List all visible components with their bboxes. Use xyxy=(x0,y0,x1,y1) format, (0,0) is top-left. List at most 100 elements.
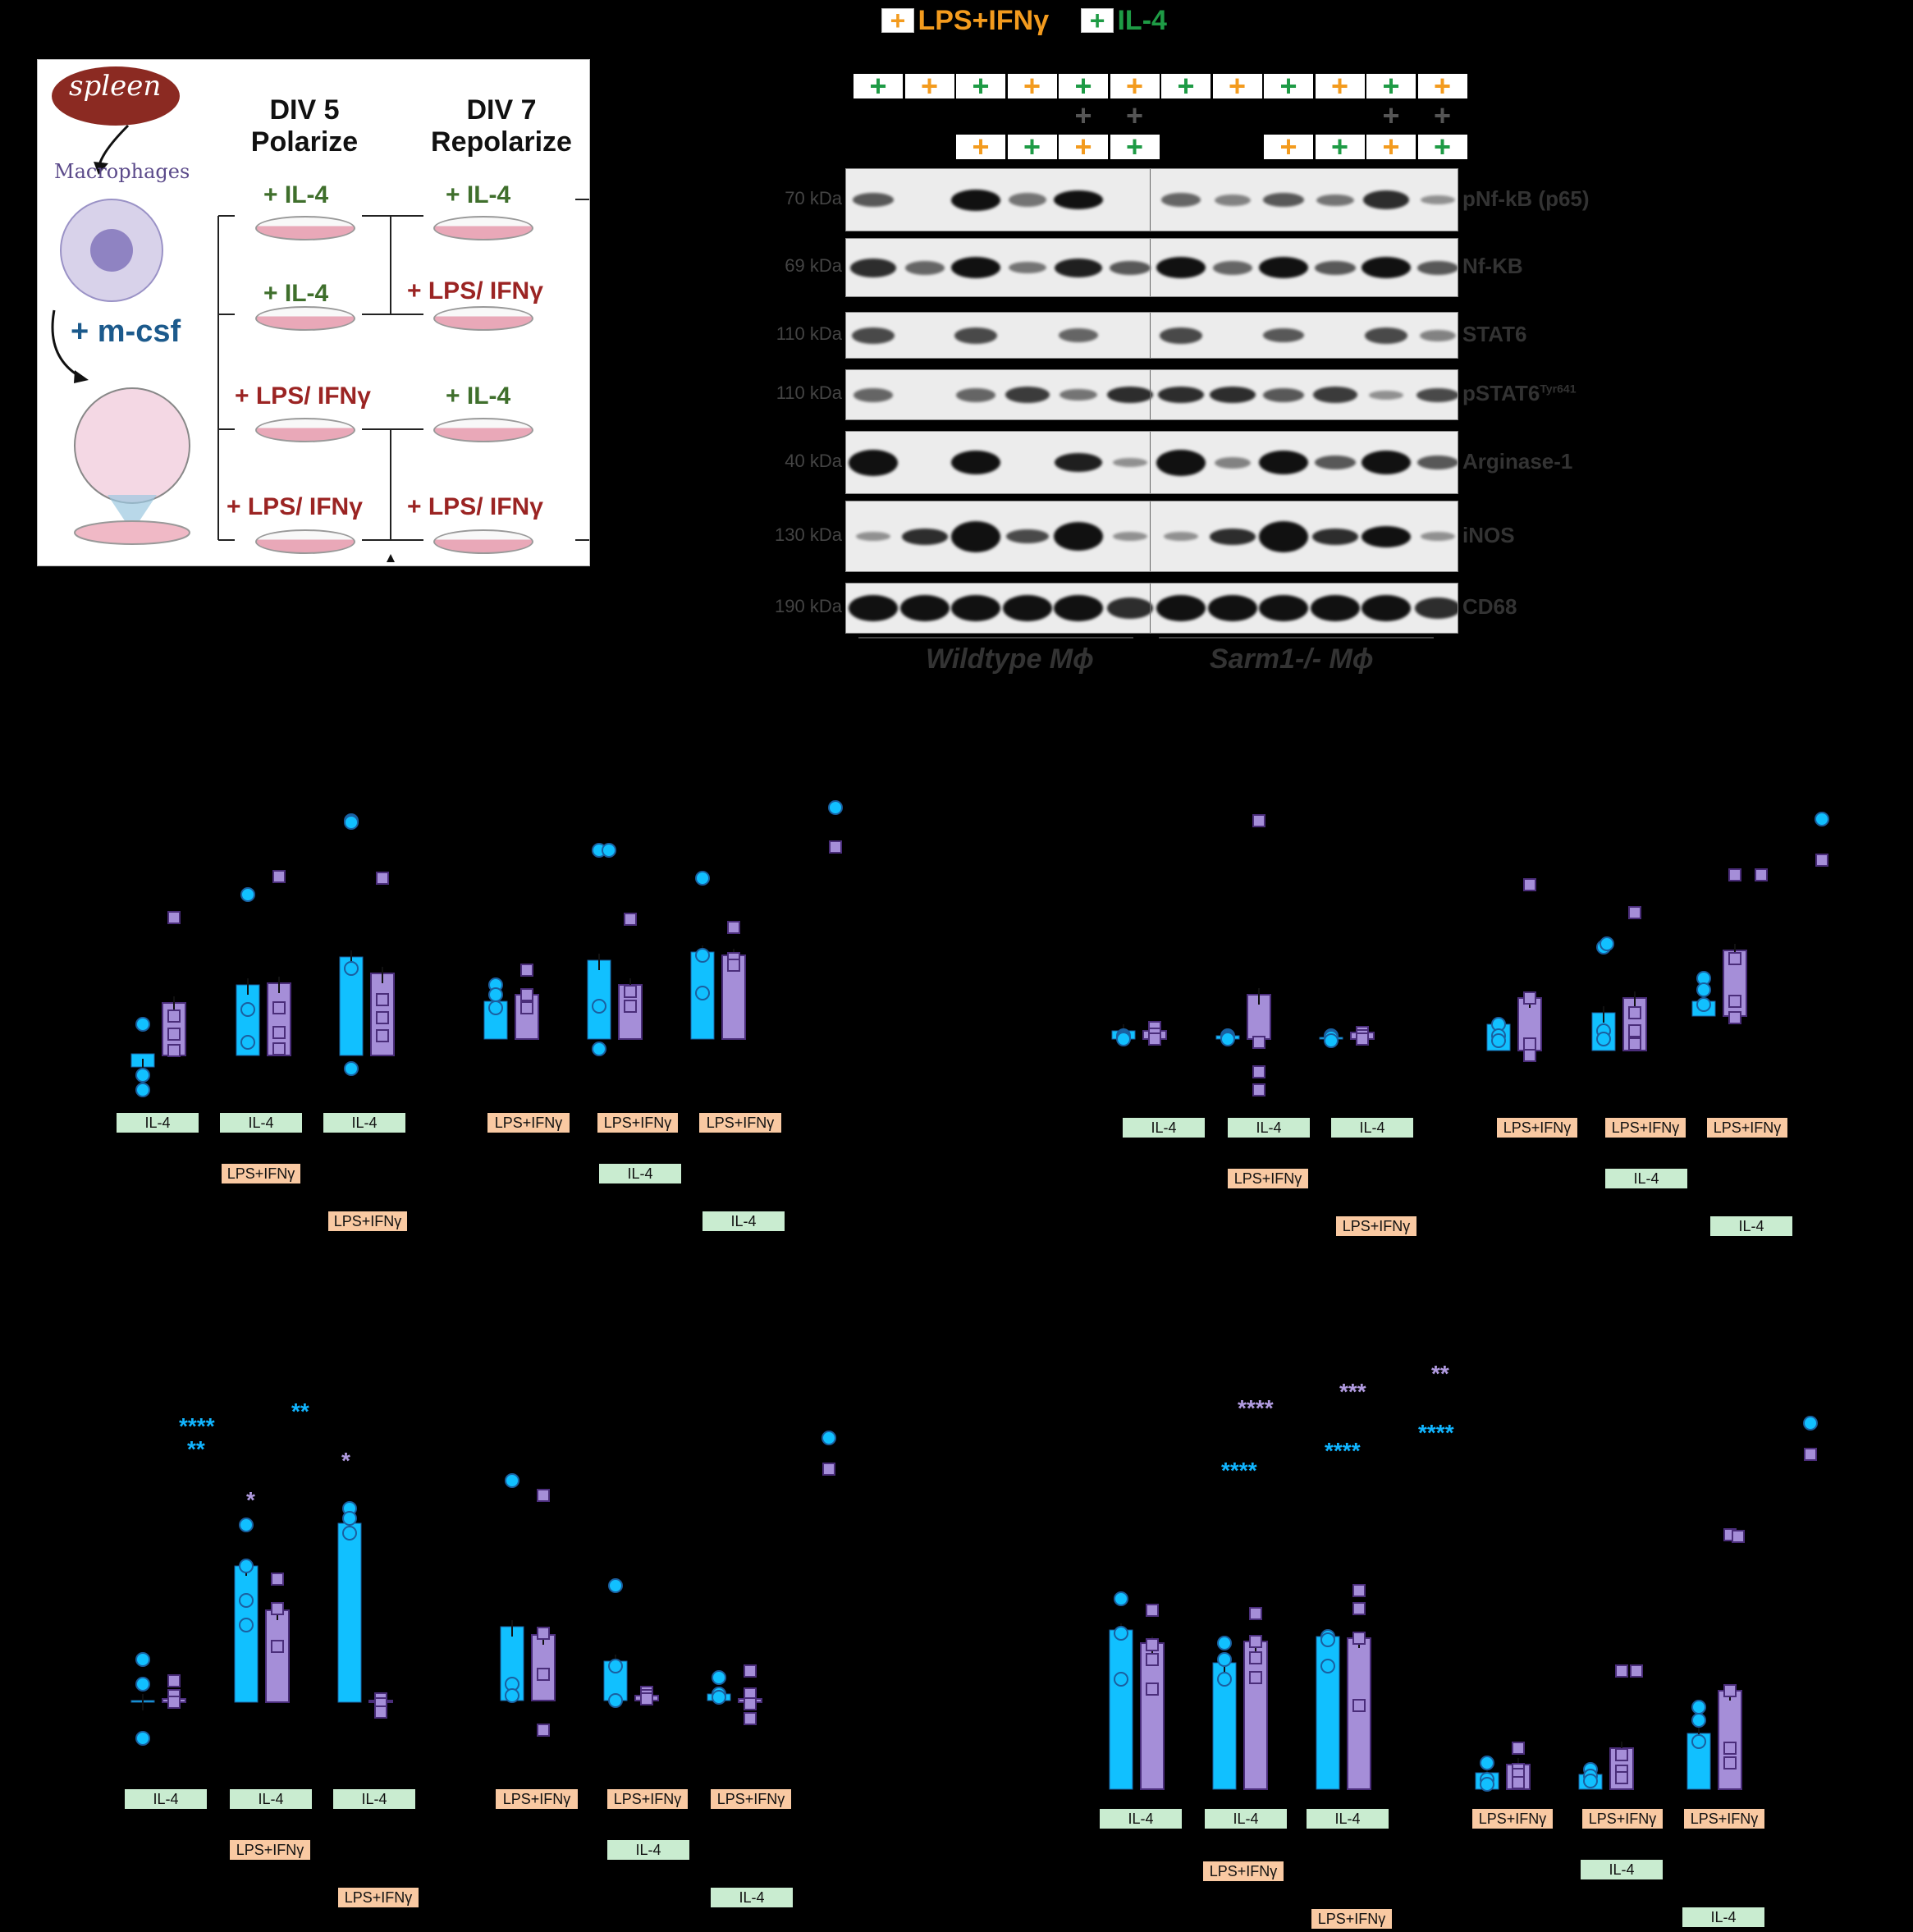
sarm1-point xyxy=(520,988,533,1001)
sarm1-bar xyxy=(265,1609,290,1703)
div7-heading: DIV 7 Repolarize xyxy=(431,94,572,158)
sarm1-point xyxy=(1249,1635,1262,1648)
wildtype-point xyxy=(1491,1033,1506,1048)
sarm1-point xyxy=(1628,1006,1641,1019)
il4-legend-label: IL-4 xyxy=(1117,5,1167,36)
sarm1-point xyxy=(1523,1049,1536,1062)
blot-band xyxy=(1106,597,1153,619)
treatment-plus-row1: + xyxy=(956,71,1005,101)
sarm1-point xyxy=(271,1640,284,1653)
blot-band xyxy=(1314,456,1356,469)
blot-band xyxy=(849,595,899,621)
kda-label: 190 kDa xyxy=(775,596,842,616)
wildtype-point xyxy=(240,887,255,902)
sarm1-point xyxy=(1630,1664,1643,1678)
dish xyxy=(255,306,355,331)
sarm1-point xyxy=(1728,995,1741,1008)
wildtype-point xyxy=(1596,1032,1611,1046)
sarm1-point xyxy=(1252,814,1265,827)
sarm1-point xyxy=(1512,1742,1525,1755)
sarm1-point xyxy=(374,1705,387,1719)
blot-band xyxy=(1362,257,1412,278)
blot-band xyxy=(1314,260,1356,275)
treatment-plus-row1: + xyxy=(1366,71,1416,101)
sarm1-point xyxy=(167,1009,181,1023)
wildtype-point xyxy=(592,999,606,1014)
wildtype-point xyxy=(1324,1033,1339,1048)
polarize-cond-2: + IL-4 xyxy=(263,280,329,307)
sig-stars: ** xyxy=(291,1399,309,1424)
treatment-grid: + + + + + + + + + + + + + + + + + + + + + + + + xyxy=(854,71,1467,164)
blot-band xyxy=(1362,451,1412,474)
protein-label: pSTAT6Tyr641 xyxy=(1462,381,1577,405)
blot-band xyxy=(1369,390,1404,400)
blot-strip xyxy=(845,431,1458,494)
sarm1-point xyxy=(1146,1682,1159,1696)
blot-band xyxy=(1419,329,1456,341)
dish xyxy=(255,216,355,240)
blot-band xyxy=(1002,595,1052,621)
workflow-panel: spleen Macrophages + m-csf DIV 5 Polariz… xyxy=(37,59,590,566)
sarm1-point xyxy=(1728,1011,1741,1024)
kda-label: 130 kDa xyxy=(775,524,842,545)
sarm1-bar xyxy=(1243,1641,1268,1790)
sarm1-bar xyxy=(1718,1690,1742,1790)
wildtype-point xyxy=(1583,1774,1598,1788)
wildtype-point xyxy=(1815,812,1829,826)
sarm1-point xyxy=(624,913,637,926)
sarm1-point xyxy=(1249,1671,1262,1684)
wildtype-point xyxy=(712,1670,726,1685)
sarm1-point xyxy=(167,1674,181,1687)
wildtype-point xyxy=(488,987,503,1002)
polarize-cond-4: + LPS/ IFNγ xyxy=(227,493,363,520)
sarm1-point xyxy=(1755,868,1768,881)
workflow-diagram xyxy=(51,66,589,562)
blot-strip xyxy=(845,312,1458,359)
kda-label: 70 kDa xyxy=(785,187,842,208)
sarm1-point xyxy=(1249,1607,1262,1620)
protein-label: STAT6 xyxy=(1462,321,1527,346)
sig-stars: * xyxy=(246,1487,255,1513)
blot-band xyxy=(901,528,948,545)
sarm1-point xyxy=(822,1463,835,1476)
wildtype-point xyxy=(1114,1626,1128,1641)
sarm1-point xyxy=(376,872,389,885)
sarm1-point xyxy=(1512,1776,1525,1789)
sarm1-point xyxy=(520,964,533,977)
blot-strip xyxy=(845,583,1458,634)
genotype-divider xyxy=(1150,313,1151,358)
wildtype-point xyxy=(712,1690,726,1705)
blot-band xyxy=(899,595,950,621)
blot-band xyxy=(1214,194,1251,206)
wildtype-point xyxy=(1114,1672,1128,1687)
sarm1-bracket xyxy=(1159,637,1434,639)
sarm1-point xyxy=(727,959,740,972)
blot-band xyxy=(854,387,894,402)
blot-band xyxy=(1363,190,1410,209)
sarm1-point xyxy=(376,1029,389,1042)
wildtype-point xyxy=(239,1559,254,1573)
wildtype-point xyxy=(608,1578,623,1593)
blot-band xyxy=(951,189,1001,211)
sarm1-point xyxy=(1148,1032,1161,1046)
wildtype-point xyxy=(1696,997,1711,1012)
sarm1-point xyxy=(272,870,286,883)
blot-band xyxy=(1209,387,1256,403)
blot-band xyxy=(1414,597,1458,619)
sarm1-point xyxy=(1252,1065,1265,1078)
blot-band xyxy=(1259,595,1309,621)
genotype-divider xyxy=(1150,501,1151,571)
blot-band xyxy=(1055,453,1103,472)
wildtype-point xyxy=(135,1652,150,1667)
treatment-plus-row1: + xyxy=(854,71,903,101)
blot-band xyxy=(1259,451,1309,474)
dish xyxy=(433,306,533,331)
blot-band xyxy=(1312,387,1357,403)
treatment-plus-row3: + xyxy=(956,132,1005,162)
treatment-plus-row2: + xyxy=(1433,98,1452,132)
kda-label: 110 kDa xyxy=(776,323,842,344)
blot-band xyxy=(1209,528,1256,545)
sarm1-point xyxy=(376,993,389,1006)
sarm1-point xyxy=(1723,1742,1737,1755)
